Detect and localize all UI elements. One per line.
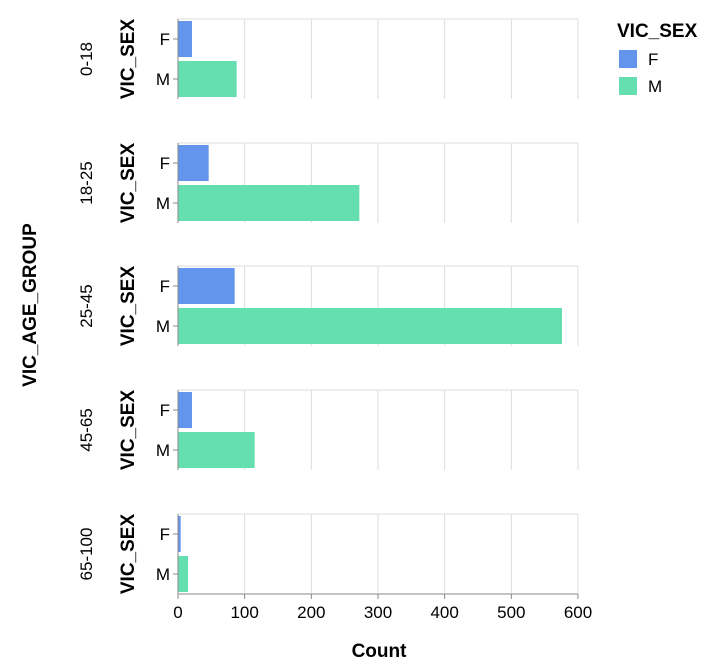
x-tick-label: 400: [430, 603, 458, 622]
x-tick-label: 300: [364, 603, 392, 622]
facet-panel-18-25: F M VIC_SEX 18-25: [77, 142, 579, 224]
row-axis-title: VIC_SEX: [118, 19, 139, 100]
legend-swatch-M: [619, 77, 637, 95]
bar-65-100-M: [178, 556, 188, 592]
facet-panel-25-45: F M VIC_SEX 25-45: [77, 265, 579, 347]
y-tick-label: F: [160, 30, 170, 49]
legend-title: VIC_SEX: [617, 21, 698, 42]
facet-axis-title: VIC_AGE_GROUP: [20, 223, 41, 387]
row-axis-title: VIC_SEX: [118, 514, 139, 595]
facet-panel-45-65: F M VIC_SEX 45-65: [77, 389, 579, 471]
bar-45-65-M: [178, 432, 255, 468]
row-axis-title: VIC_SEX: [118, 390, 139, 471]
y-tick-label: F: [160, 525, 170, 544]
y-tick-label: M: [156, 317, 170, 336]
y-tick-label: F: [160, 154, 170, 173]
row-axis-title: VIC_SEX: [118, 143, 139, 224]
legend: VIC_SEX FM: [617, 21, 698, 96]
x-tick-label: 600: [564, 603, 592, 622]
x-axis: 0 100 200 300 400 500 600: [173, 593, 592, 622]
facet-panels: F M VIC_SEX 0-18 F M VIC_SEX 18-25 F M VIC_SEX 25-4…: [77, 18, 579, 595]
x-axis-title: Count: [352, 641, 408, 662]
y-tick-label: M: [156, 70, 170, 89]
y-tick-label: F: [160, 401, 170, 420]
facet-label: 18-25: [77, 161, 96, 204]
legend-swatch-F: [619, 50, 637, 68]
y-tick-label: M: [156, 441, 170, 460]
x-tick-label: 200: [297, 603, 325, 622]
x-tick-label: 0: [173, 603, 182, 622]
y-tick-label: M: [156, 565, 170, 584]
facet-label: 45-65: [77, 408, 96, 451]
bar-25-45-F: [178, 268, 235, 304]
facet-label: 25-45: [77, 284, 96, 327]
bar-0-18-M: [178, 61, 237, 97]
bar-18-25-M: [178, 185, 360, 221]
bar-45-65-F: [178, 392, 192, 428]
row-axis-title: VIC_SEX: [118, 266, 139, 347]
bar-65-100-F: [178, 516, 181, 552]
bar-0-18-F: [178, 21, 192, 57]
y-tick-label: M: [156, 194, 170, 213]
bar-25-45-M: [178, 308, 562, 344]
x-tick-label: 500: [497, 603, 525, 622]
facet-label: 0-18: [77, 42, 96, 76]
legend-label-F: F: [648, 50, 658, 69]
facet-panel-65-100: F M VIC_SEX 65-100: [77, 513, 579, 595]
legend-label-M: M: [648, 77, 662, 96]
facet-panel-0-18: F M VIC_SEX 0-18: [77, 18, 579, 100]
bar-18-25-F: [178, 145, 209, 181]
facet-label: 65-100: [77, 528, 96, 581]
x-tick-label: 100: [230, 603, 258, 622]
y-tick-label: F: [160, 277, 170, 296]
